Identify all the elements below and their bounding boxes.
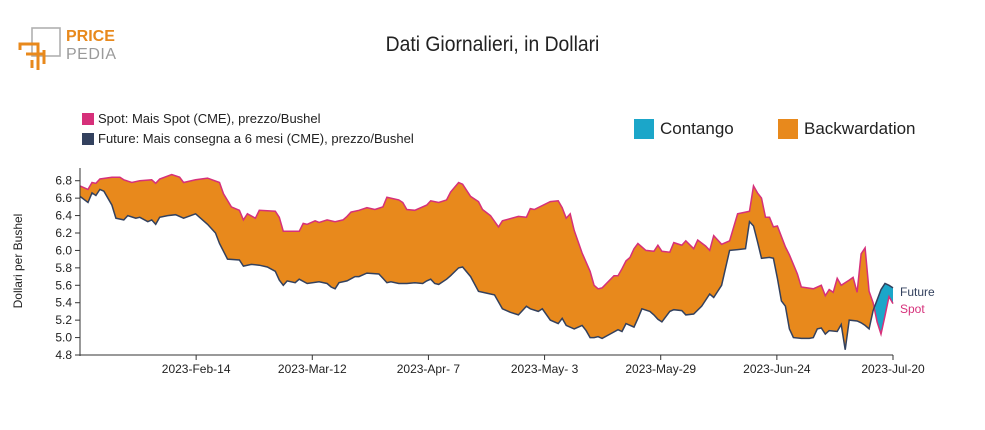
legend-item-spot: Spot: Mais Spot (CME), prezzo/Bushel xyxy=(82,111,321,126)
series-line-future xyxy=(79,188,894,350)
legend-swatch-backwardation xyxy=(778,119,798,139)
x-tick-label: 2023-May-29 xyxy=(625,362,696,376)
y-tick-label: 6.4 xyxy=(55,209,72,223)
y-tick-label: 5.2 xyxy=(55,313,72,327)
legend-item-backwardation: Backwardation xyxy=(778,119,916,139)
legend-item-contango: Contango xyxy=(634,119,734,139)
contango-area xyxy=(875,283,893,335)
legend-swatch-future xyxy=(82,132,94,145)
legend-swatch-contango xyxy=(634,119,654,139)
end-label-spot: Spot xyxy=(900,302,925,316)
backwardation-area xyxy=(80,174,876,350)
x-tick-label: 2023-Jun-24 xyxy=(743,362,811,376)
pricepedia-logo: PRICE PEDIA xyxy=(18,24,138,74)
y-tick-label: 6.0 xyxy=(55,243,72,257)
legend-label-future: Future: Mais consegna a 6 mesi (CME), pr… xyxy=(98,131,414,146)
x-tick-label: 2023-Jul-20 xyxy=(861,362,925,376)
series-line-spot xyxy=(79,173,894,337)
x-tick-label: 2023-May- 3 xyxy=(511,362,579,376)
logo-mark-icon: PRICE PEDIA xyxy=(18,27,117,70)
chart-title: Dati Giornalieri, in Dollari xyxy=(385,33,600,56)
legend-label-backwardation: Backwardation xyxy=(804,119,916,138)
y-tick-label: 6.6 xyxy=(55,191,72,205)
y-tick-label: 6.2 xyxy=(55,226,72,240)
x-tick-label: 2023-Mar-12 xyxy=(278,362,347,376)
y-tick-label: 4.8 xyxy=(55,348,72,362)
legend-item-future: Future: Mais consegna a 6 mesi (CME), pr… xyxy=(82,131,414,146)
y-tick-label: 6.8 xyxy=(55,174,72,188)
logo-text-price: PRICE xyxy=(66,28,115,45)
end-label-future: Future xyxy=(900,285,935,299)
y-tick-label: 5.6 xyxy=(55,278,72,292)
end-label-layer: Future Spot xyxy=(900,285,935,316)
area-layer xyxy=(80,174,893,350)
line-layer xyxy=(79,173,894,350)
y-tick-label: 5.8 xyxy=(55,261,72,275)
y-tick-label: 5.0 xyxy=(55,331,72,345)
axes-layer: 4.8 5.0 5.2 5.4 5.6 5.8 6.0 6.2 6.4 6.6 6.8 2023-Fe… xyxy=(55,168,925,376)
x-tick-label: 2023-Apr- 7 xyxy=(397,362,461,376)
y-tick-label: 5.4 xyxy=(55,296,72,310)
logo-text-pedia: PEDIA xyxy=(66,46,117,63)
legend-label-spot: Spot: Mais Spot (CME), prezzo/Bushel xyxy=(98,111,321,126)
legend-label-contango: Contango xyxy=(660,119,734,138)
legend-swatch-spot xyxy=(82,112,94,125)
x-tick-label: 2023-Feb-14 xyxy=(162,362,231,376)
